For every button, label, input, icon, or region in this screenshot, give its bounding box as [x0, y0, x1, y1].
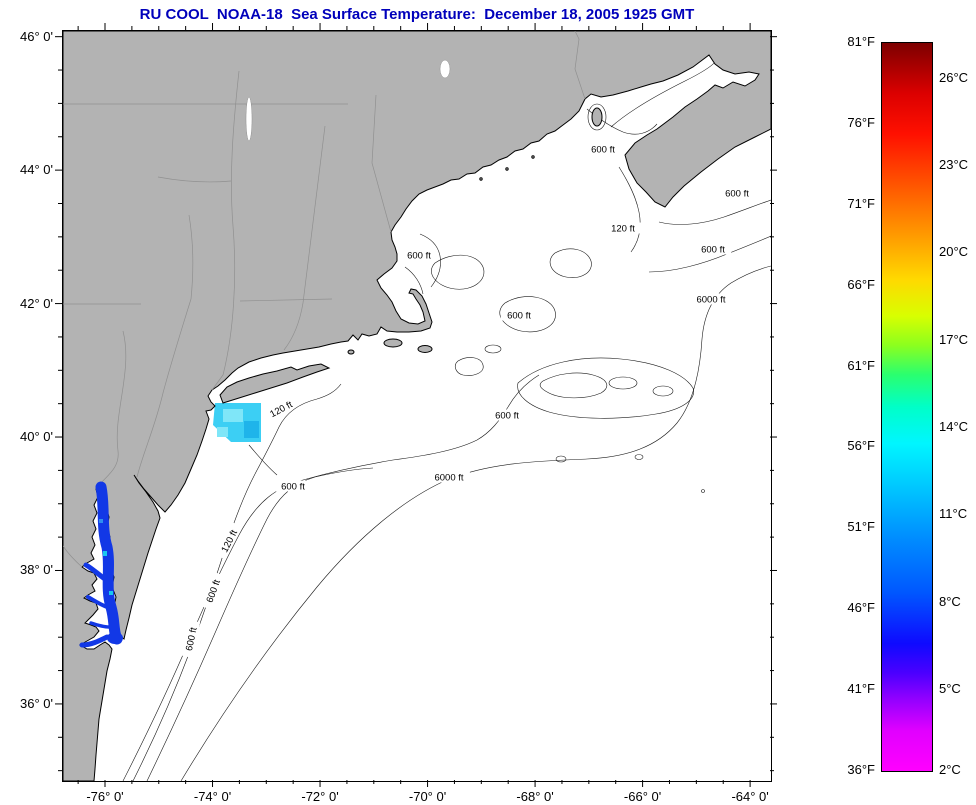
colorbar-celsius-label: 5°C: [939, 681, 961, 697]
colorbar-fahrenheit-label: 81°F: [847, 34, 875, 49]
colorbar-celsius-label: 23°C: [939, 156, 969, 172]
state-borders: [63, 31, 586, 568]
contour-label: 600 ft: [584, 143, 622, 155]
map-graphic: 600 ft 600 ft 120 ft 600 ft 600 ft 6000 ft 600…: [63, 31, 771, 781]
lat-tick-label: 44° 0': [20, 162, 53, 178]
lake-champlain: [245, 96, 253, 142]
svg-text:600 ft: 600 ft: [701, 244, 725, 255]
block-island: [347, 349, 355, 355]
maine-island: [505, 167, 509, 171]
colorbar-fahrenheit-label: 56°F: [847, 438, 875, 454]
contour-label: 6000 ft: [428, 471, 470, 483]
maine-island: [531, 155, 535, 159]
contour-label: 600 ft: [500, 309, 538, 321]
moosehead-lake: [439, 59, 451, 79]
colorbar-fahrenheit-label: 41°F: [847, 681, 875, 697]
svg-text:600 ft: 600 ft: [495, 410, 519, 421]
sst-patch-nj: [213, 403, 261, 442]
sst-patch-chesapeake: [79, 481, 123, 648]
mainland-coast: [63, 31, 771, 781]
colorbar-celsius-label: 11°C: [939, 506, 968, 522]
lon-tick-label: -64° 0': [731, 789, 769, 804]
contour-label: 600 ft: [694, 243, 732, 255]
colorbar-celsius-label: 2°C: [939, 762, 961, 777]
nantucket-island: [417, 345, 433, 353]
contour-label: 600 ft: [718, 187, 756, 199]
lat-tick-label: 36° 0': [20, 695, 53, 711]
contour-label: 600 ft: [274, 480, 312, 492]
svg-text:600 ft: 600 ft: [281, 481, 305, 492]
colorbar-celsius-label: 20°C: [939, 244, 969, 260]
svg-text:6000 ft: 6000 ft: [696, 294, 725, 305]
lakes: [245, 59, 451, 142]
map-canvas: 600 ft 600 ft 120 ft 600 ft 600 ft 6000 ft 600…: [62, 30, 772, 782]
svg-text:600 ft: 600 ft: [591, 144, 615, 155]
colorbar-fahrenheit-label: 76°F: [847, 114, 875, 130]
lon-tick-label: -68° 0': [516, 789, 554, 804]
colorbar-celsius-label: 8°C: [939, 593, 961, 609]
lat-tick-label: 42° 0': [20, 295, 53, 311]
svg-text:600 ft: 600 ft: [507, 310, 531, 321]
bathymetry-contours: [122, 61, 771, 781]
grand-manan-island: [591, 107, 603, 127]
svg-text:120 ft: 120 ft: [219, 528, 240, 554]
colorbar-celsius-label: 26°C: [939, 69, 969, 85]
svg-text:6000 ft: 6000 ft: [434, 472, 463, 483]
lon-tick-label: -70° 0': [408, 789, 447, 804]
svg-text:600 ft: 600 ft: [184, 626, 200, 652]
colorbar-fahrenheit-label: 51°F: [847, 519, 875, 535]
colorbar-celsius-label: 14°C: [939, 419, 969, 435]
lon-tick-label: -66° 0': [623, 789, 662, 804]
contour-label: 600 ft: [181, 620, 201, 658]
lat-tick-label: 38° 0': [20, 562, 53, 578]
colorbar-fahrenheit-label: 36°F: [847, 762, 875, 777]
svg-text:600 ft: 600 ft: [725, 188, 749, 199]
marthas-vineyard-island: [383, 338, 403, 348]
svg-text:600 ft: 600 ft: [407, 250, 431, 261]
long-island: [219, 363, 331, 404]
lat-tick-label: 40° 0': [20, 429, 53, 445]
colorbar-celsius-label: 17°C: [939, 331, 969, 347]
contour-label: 120 ft: [215, 522, 243, 560]
map-title: RU COOL NOAA-18 Sea Surface Temperature:…: [139, 6, 695, 23]
colorbar-fahrenheit-label: 46°F: [847, 600, 875, 616]
svg-text:600 ft: 600 ft: [205, 578, 224, 604]
lon-tick-label: -72° 0': [301, 789, 339, 804]
colorbar: [881, 42, 933, 772]
colorbar-fahrenheit-label: 61°F: [847, 357, 875, 373]
lat-tick-label: 46° 0': [20, 28, 53, 44]
contour-label: 600 ft: [400, 249, 438, 261]
svg-text:120 ft: 120 ft: [268, 399, 294, 420]
land-mass: [63, 31, 771, 781]
contour-label: 600 ft: [201, 572, 225, 610]
colorbar-fahrenheit-label: 71°F: [847, 195, 875, 211]
lon-tick-label: -76° 0': [86, 789, 124, 804]
svg-text:120 ft: 120 ft: [611, 223, 635, 234]
colorbar-fahrenheit-label: 66°F: [847, 276, 875, 292]
contour-label: 600 ft: [488, 409, 526, 421]
maine-island: [479, 177, 483, 181]
contour-label: 6000 ft: [690, 293, 732, 305]
contour-label: 120 ft: [604, 222, 642, 234]
lon-tick-label: -74° 0': [193, 789, 232, 804]
